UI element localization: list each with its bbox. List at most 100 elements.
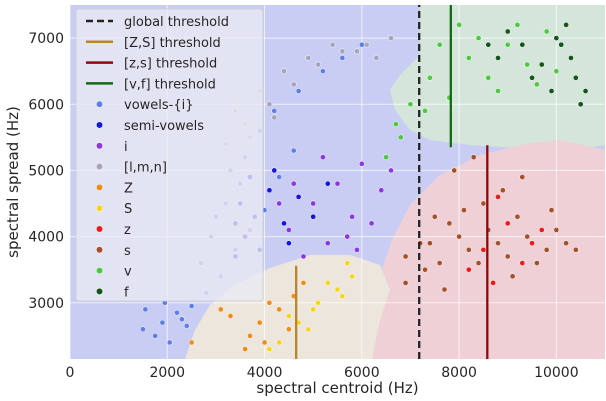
scatter-point	[315, 299, 321, 306]
scatter-point	[572, 74, 579, 81]
scatter-point	[451, 167, 458, 174]
scatter-point	[529, 240, 535, 247]
scatter-point	[339, 293, 346, 299]
scatter-point	[436, 41, 443, 48]
legend-marker-swatch	[96, 163, 103, 171]
scatter-point	[324, 180, 331, 187]
y-tick-label: 3000	[28, 296, 64, 312]
scatter-point	[324, 280, 331, 286]
scatter-point	[349, 213, 355, 220]
scatter-point	[339, 48, 346, 55]
scatter-point	[480, 200, 487, 207]
scatter-point	[286, 313, 292, 319]
x-tick-label: 10000	[534, 365, 579, 381]
scatter-point	[290, 180, 297, 187]
scatter-point	[305, 55, 312, 61]
scatter-point	[509, 273, 516, 280]
legend-marker-swatch	[96, 204, 103, 212]
scatter-point	[514, 22, 521, 28]
scatter-point	[427, 74, 433, 81]
region-beige	[185, 255, 390, 359]
scatter-point	[281, 68, 287, 75]
scatter-point	[261, 339, 268, 346]
scatter-point	[329, 41, 336, 48]
scatter-point	[142, 306, 149, 313]
scatter-point	[300, 280, 307, 286]
scatter-point	[290, 147, 297, 154]
scatter-point	[334, 180, 341, 187]
scatter-point	[388, 167, 394, 174]
scatter-point	[465, 266, 472, 273]
scatter-point	[140, 326, 146, 333]
scatter-point	[529, 74, 535, 81]
scatter-point	[271, 114, 278, 121]
legend-marker-swatch	[96, 100, 103, 108]
x-ticks: 0 2000 4000 6000 8000 10000	[66, 365, 579, 381]
region-green	[390, 5, 605, 150]
scatter-point	[397, 134, 404, 141]
scatter-point	[407, 101, 414, 108]
scatter-point	[402, 280, 409, 286]
scatter-point	[266, 187, 273, 194]
scatter-point	[188, 339, 195, 346]
scatter-point	[256, 319, 263, 326]
scatter-point	[354, 48, 360, 55]
scatter-point	[582, 88, 589, 94]
scatter-point	[456, 233, 462, 240]
scatter-point	[519, 174, 526, 180]
legend-marker-swatch	[96, 183, 103, 191]
x-tick-label: 6000	[344, 365, 380, 381]
scatter-point	[514, 213, 521, 220]
y-tick-label: 6000	[28, 97, 64, 113]
scatter-point	[461, 207, 467, 213]
legend-label: s	[124, 244, 131, 259]
scatter-point	[524, 233, 531, 240]
x-tick-label: 0	[66, 365, 75, 381]
scatter-point	[174, 309, 180, 316]
legend-label: f	[124, 285, 129, 300]
scatter-point	[266, 346, 273, 352]
scatter-point	[504, 28, 511, 35]
legend-label: [v,f] threshold	[124, 77, 216, 92]
scatter-point	[563, 22, 569, 28]
scatter-point	[320, 154, 326, 161]
scatter-point	[436, 260, 443, 266]
scatter-point	[543, 246, 550, 253]
scatter-point	[558, 41, 565, 48]
scatter-point	[217, 306, 224, 313]
legend-label: [Z,S] threshold	[124, 36, 221, 51]
scatter-point	[349, 273, 355, 280]
x-tick-label: 4000	[247, 365, 283, 381]
scatter-point	[543, 28, 550, 35]
scatter-point	[534, 260, 540, 266]
scatter-point	[548, 88, 555, 94]
scatter-point	[465, 246, 472, 253]
scatter-point	[166, 339, 173, 346]
scatter-point	[534, 81, 540, 88]
legend-label: semi-vowels	[124, 119, 204, 134]
scatter-point	[358, 160, 365, 167]
threshold-lines	[295, 5, 489, 359]
scatter-point	[485, 74, 492, 81]
scatter-point	[538, 227, 545, 233]
scatter-point	[441, 286, 448, 293]
scatter-point	[495, 194, 501, 200]
legend-label: [l,m,n]	[124, 161, 167, 176]
scatter-point	[388, 35, 394, 41]
legend-label: [z,s] threshold	[124, 57, 217, 72]
legend-label: Z	[124, 181, 133, 196]
scatter-point	[485, 41, 492, 48]
y-axis-label: spectral spread (Hz)	[4, 106, 22, 258]
scatter-point	[431, 213, 438, 220]
scatter-point	[368, 220, 375, 227]
scatter-point	[495, 88, 501, 94]
scatter-point	[470, 154, 477, 161]
scatter-point	[271, 108, 278, 114]
scatter-point	[276, 306, 282, 313]
legend-marker-swatch	[96, 246, 103, 254]
scatter-point	[524, 61, 531, 68]
scatter-point	[519, 260, 526, 266]
scatter-point	[152, 332, 158, 339]
scatter-point	[378, 187, 385, 194]
